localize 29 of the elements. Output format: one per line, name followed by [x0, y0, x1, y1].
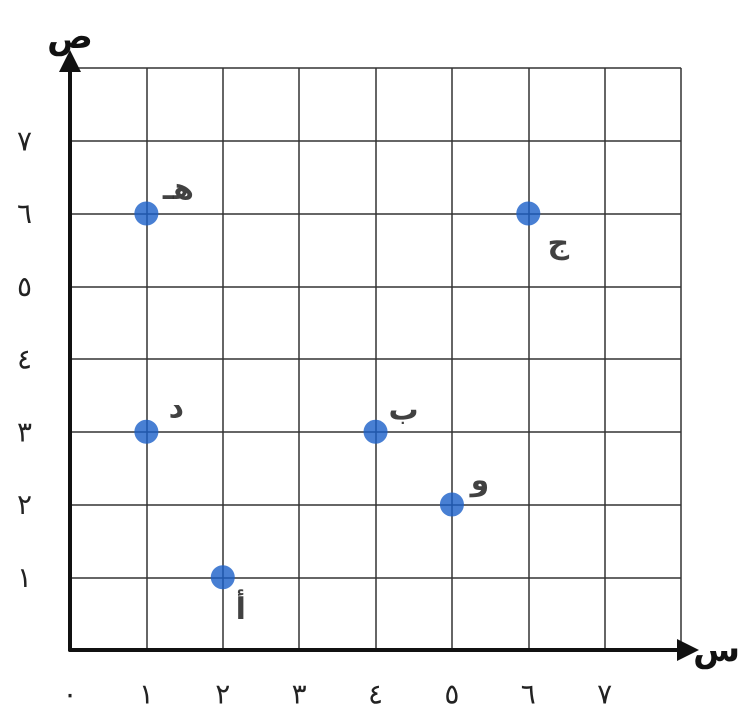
y-tick-label: ٤ [16, 342, 32, 376]
x-tick-label: ١ [138, 678, 154, 710]
y-tick-label: ٥ [16, 270, 32, 303]
x-tick-label: ٦ [520, 678, 536, 710]
point [210, 565, 235, 590]
x-tick-label: ٣ [292, 678, 307, 710]
y-tick-label: ١ [16, 560, 32, 594]
point [364, 420, 388, 444]
point [440, 492, 464, 516]
annotation: ج [548, 226, 570, 261]
annotation: د [168, 390, 184, 426]
point [134, 420, 158, 444]
annotation: و [468, 463, 490, 498]
point [134, 202, 158, 226]
annotation: أ [236, 588, 246, 627]
y-tick-label: ٣ [16, 415, 32, 448]
x-axis-title: س [693, 630, 740, 670]
x-tick-label: ٠ [62, 678, 78, 710]
y-axis-title: ص [47, 17, 93, 57]
y-tick-label: ٦ [16, 197, 32, 230]
x-tick-label: ٥ [444, 678, 460, 710]
annotation: هـ [162, 172, 194, 207]
point [516, 202, 540, 226]
y-tick-label: ٢ [16, 488, 32, 521]
x-tick-label: ٧ [597, 678, 612, 710]
x-tick-label: ٢ [215, 678, 230, 710]
x-tick-label: ٤ [368, 678, 384, 710]
annotation: ب [388, 392, 419, 428]
y-tick-label: ٧ [16, 124, 32, 158]
